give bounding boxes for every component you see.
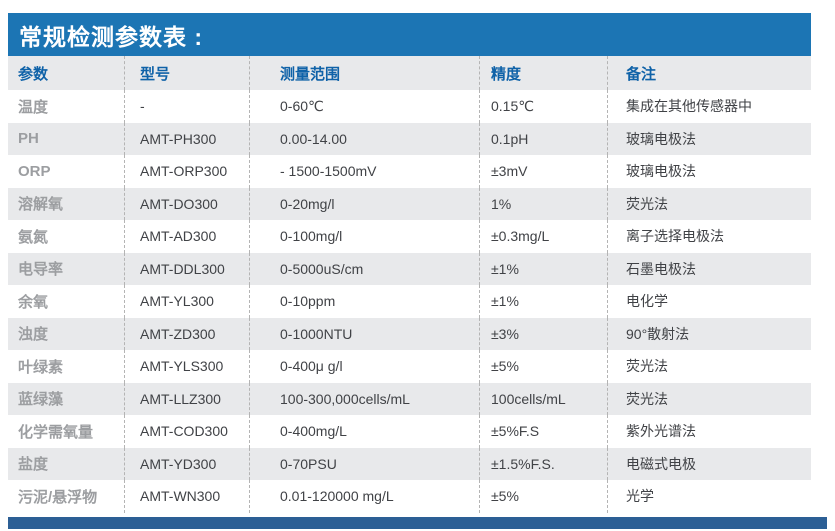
cell-accuracy: ±3mV bbox=[480, 155, 608, 188]
cell-param: 盐度 bbox=[8, 447, 125, 480]
cell-param: 电导率 bbox=[8, 252, 125, 285]
cell-model: AMT-DDL300 bbox=[125, 252, 250, 285]
cell-param: 浊度 bbox=[8, 317, 125, 350]
table-row: 化学需氧量 AMT-COD300 0-400mg/L ±5%F.S 紫外光谱法 bbox=[8, 415, 811, 448]
cell-model: AMT-YLS300 bbox=[125, 350, 250, 383]
cell-range: 0-400μ g/l bbox=[250, 350, 480, 383]
cell-accuracy: 100cells/mL bbox=[480, 382, 608, 415]
cell-param: ORP bbox=[8, 155, 125, 188]
cell-accuracy: 0.1pH bbox=[480, 122, 608, 155]
cell-param: 污泥/悬浮物 bbox=[8, 480, 125, 513]
cell-accuracy: ±1% bbox=[480, 285, 608, 318]
cell-note: 离子选择电极法 bbox=[626, 228, 724, 245]
cell-model: AMT-DO300 bbox=[125, 187, 250, 220]
table-row: 余氧 AMT-YL300 0-10ppm ±1% 电化学 bbox=[8, 285, 811, 318]
table-row: PH AMT-PH300 0.00-14.00 0.1pH 玻璃电极法 bbox=[8, 122, 811, 155]
cell-range: 100-300,000cells/mL bbox=[250, 382, 480, 415]
cell-note: 电磁式电极 bbox=[626, 455, 696, 472]
table-row: 蓝绿藻 AMT-LLZ300 100-300,000cells/mL 100cells… bbox=[8, 382, 811, 415]
table-row: 污泥/悬浮物 AMT-WN300 0.01-120000 mg/L ±5% 光学 bbox=[8, 480, 811, 513]
cell-accuracy: ±5% bbox=[480, 350, 608, 383]
cell-param: 蓝绿藻 bbox=[8, 382, 125, 415]
cell-note: 玻璃电极法 bbox=[626, 163, 696, 180]
cell-range: 0-100mg/l bbox=[250, 220, 480, 253]
cell-note: 荧光法 bbox=[626, 195, 668, 212]
parameters-table: 参数 型号 测量范围 精度 备注 温度 -0-60℃ 0.15℃ 集成在其他传感器中 P… bbox=[8, 56, 811, 513]
cell-model: AMT-AD300 bbox=[125, 220, 250, 253]
cell-range: 0.01-120000 mg/L bbox=[250, 480, 480, 513]
header-cell-model: 型号 bbox=[125, 56, 250, 90]
header-cell-accuracy: 精度 bbox=[480, 56, 608, 90]
cell-accuracy: 0.15℃ bbox=[480, 90, 608, 123]
cell-range: 0-20mg/l bbox=[250, 187, 480, 220]
cell-note: 石墨电极法 bbox=[626, 260, 696, 277]
cell-range: 0.00-14.00 bbox=[250, 122, 480, 155]
cell-range: 0-70PSU bbox=[250, 447, 480, 480]
cell-accuracy: 1% bbox=[480, 187, 608, 220]
cell-range: 0-400mg/L bbox=[250, 415, 480, 448]
cell-range: 0-5000uS/cm bbox=[250, 252, 480, 285]
cell-param: 化学需氧量 bbox=[8, 415, 125, 448]
cell-range: 0-1000NTU bbox=[250, 317, 480, 350]
table-body: 温度 -0-60℃ 0.15℃ 集成在其他传感器中 PH AMT-PH300 0.00-14… bbox=[8, 90, 811, 513]
cell-model: AMT-PH300 bbox=[125, 122, 250, 155]
table-row: 叶绿素 AMT-YLS300 0-400μ g/l ±5% 荧光法 bbox=[8, 350, 811, 383]
header-cell-note: 备注 bbox=[626, 65, 657, 83]
cell-accuracy: ±1.5%F.S. bbox=[480, 447, 608, 480]
table-header-row: 参数 型号 测量范围 精度 备注 bbox=[8, 56, 811, 90]
cell-model: AMT-YL300 bbox=[125, 285, 250, 318]
cell-note: 90°散射法 bbox=[626, 325, 690, 342]
table-row: 氨氮 AMT-AD300 0-100mg/l ±0.3mg/L 离子选择电极法 bbox=[8, 220, 811, 253]
cell-param: 余氧 bbox=[8, 285, 125, 318]
cell-param: 叶绿素 bbox=[8, 350, 125, 383]
table-row: ORP AMT-ORP300- 1500-1500mV ±3mV 玻璃电极法 bbox=[8, 155, 811, 188]
cell-model: AMT-LLZ300 bbox=[125, 382, 250, 415]
cell-range: 0-10ppm bbox=[250, 285, 480, 318]
cell-param: 溶解氧 bbox=[8, 187, 125, 220]
cell-note: 紫外光谱法 bbox=[626, 423, 696, 440]
cell-accuracy: ±1% bbox=[480, 252, 608, 285]
cell-note: 光学 bbox=[626, 488, 654, 505]
cell-range: - 1500-1500mV bbox=[250, 155, 480, 188]
cell-model: AMT-WN300 bbox=[125, 480, 250, 513]
cell-note: 玻璃电极法 bbox=[626, 130, 696, 147]
cell-param: PH bbox=[8, 122, 125, 155]
cell-model: AMT-ORP300 bbox=[125, 155, 250, 188]
cell-note: 荧光法 bbox=[626, 390, 668, 407]
header-cell-range: 测量范围 bbox=[250, 56, 480, 90]
cell-note: 电化学 bbox=[626, 293, 668, 310]
cell-model: AMT-YD300 bbox=[125, 447, 250, 480]
page-title: 常规检测参数表 : bbox=[19, 23, 204, 50]
cell-accuracy: ±3% bbox=[480, 317, 608, 350]
cell-model: - bbox=[125, 90, 250, 123]
table-row: 溶解氧 AMT-DO300 0-20mg/l 1% 荧光法 bbox=[8, 187, 811, 220]
cell-range: 0-60℃ bbox=[250, 90, 480, 123]
header-cell-param: 参数 bbox=[8, 56, 125, 90]
cell-note: 荧光法 bbox=[626, 358, 668, 375]
table-row: 浊度 AMT-ZD300 0-1000NTU ±3% 90°散射法 bbox=[8, 317, 811, 350]
cell-param: 氨氮 bbox=[8, 220, 125, 253]
footer-bar bbox=[8, 517, 827, 529]
table-row: 盐度 AMT-YD300 0-70PSU ±1.5%F.S. 电磁式电极 bbox=[8, 447, 811, 480]
table-row: 电导率 AMT-DDL300 0-5000uS/cm ±1% 石墨电极法 bbox=[8, 252, 811, 285]
cell-accuracy: ±0.3mg/L bbox=[480, 220, 608, 253]
cell-note: 集成在其他传感器中 bbox=[626, 98, 752, 115]
cell-accuracy: ±5% bbox=[480, 480, 608, 513]
cell-model: AMT-ZD300 bbox=[125, 317, 250, 350]
table-row: 温度 -0-60℃ 0.15℃ 集成在其他传感器中 bbox=[8, 90, 811, 123]
cell-param: 温度 bbox=[8, 90, 125, 123]
title-bar: 常规检测参数表 : bbox=[8, 13, 811, 56]
cell-accuracy: ±5%F.S bbox=[480, 415, 608, 448]
cell-model: AMT-COD300 bbox=[125, 415, 250, 448]
